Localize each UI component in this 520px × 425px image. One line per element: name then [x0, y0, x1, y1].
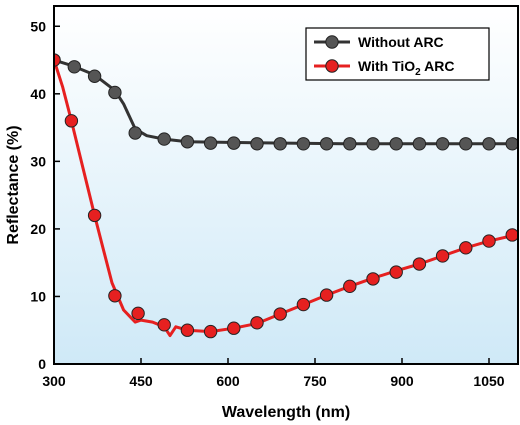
data-point: [459, 241, 473, 255]
data-point: [389, 265, 403, 279]
data-point: [87, 208, 102, 223]
data-point: [108, 85, 122, 100]
legend-label-main: Without ARC: [358, 34, 444, 50]
data-point: [227, 136, 241, 150]
y-tick-label: 50: [30, 18, 46, 34]
data-point: [273, 307, 287, 321]
legend: Without ARC With TiO2 ARC: [305, 27, 490, 81]
data-point: [87, 69, 102, 83]
data-point: [482, 137, 496, 151]
data-point: [108, 289, 122, 303]
x-tick-label: 1050: [473, 373, 504, 389]
data-point: [482, 234, 496, 248]
data-point: [227, 321, 241, 335]
legend-label: Without ARC: [358, 34, 444, 50]
legend-box: [305, 27, 490, 81]
data-point: [203, 324, 218, 339]
x-axis-title: Wavelength (nm): [222, 404, 350, 421]
legend-marker: [325, 35, 339, 49]
data-point: [157, 318, 171, 332]
legend-label-tail: ARC: [421, 58, 455, 74]
series-layer: [54, 53, 518, 339]
legend-label-main: With TiO: [358, 58, 415, 74]
data-point: [505, 137, 518, 151]
data-point: [203, 136, 218, 150]
data-point: [180, 323, 195, 337]
data-point: [250, 137, 264, 151]
data-point: [435, 249, 450, 263]
y-axis-title: Reflectance (%): [5, 125, 22, 244]
x-tick-label: 450: [129, 373, 153, 389]
data-point: [296, 297, 311, 312]
y-tick-label: 0: [38, 356, 46, 372]
data-point: [54, 53, 61, 67]
data-point: [459, 137, 473, 151]
data-point: [157, 132, 171, 146]
data-point: [505, 228, 518, 242]
data-point: [319, 137, 334, 151]
legend-marker: [325, 59, 339, 73]
data-point: [343, 137, 357, 151]
data-point: [343, 279, 357, 294]
data-point: [67, 60, 82, 74]
x-axis: 300 450 600 750 900 1050: [42, 358, 505, 389]
y-tick-label: 40: [30, 86, 46, 102]
data-point: [389, 137, 403, 151]
data-point: [296, 137, 311, 151]
data-point: [64, 114, 79, 128]
data-point: [366, 272, 380, 286]
legend-label-subscript: 2: [415, 67, 421, 78]
data-point: [412, 137, 427, 151]
y-tick-label: 30: [30, 153, 46, 169]
data-point: [435, 137, 450, 151]
x-tick-label: 750: [303, 373, 327, 389]
data-point: [366, 137, 380, 151]
data-point: [319, 288, 334, 302]
plot-frame: [53, 5, 519, 365]
data-point: [131, 306, 145, 321]
data-point: [412, 257, 427, 271]
data-point: [128, 126, 142, 140]
x-tick-label: 600: [216, 373, 240, 389]
y-tick-label: 10: [30, 288, 46, 304]
data-point: [273, 137, 287, 151]
data-point: [250, 316, 264, 330]
x-tick-label: 300: [42, 373, 66, 389]
x-tick-label: 900: [390, 373, 414, 389]
y-tick-label: 20: [30, 221, 46, 237]
data-point: [180, 135, 195, 149]
legend-label: With TiO2 ARC: [358, 58, 454, 78]
y-axis: 0 10 20 30 40 50: [30, 18, 60, 372]
